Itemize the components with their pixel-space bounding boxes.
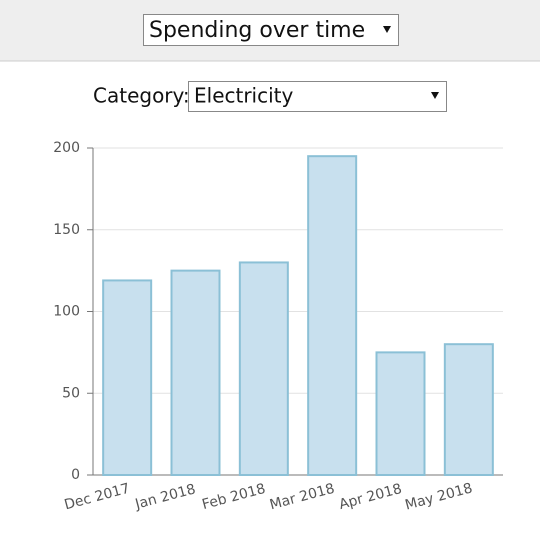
- category-select[interactable]: Electricity: [188, 81, 447, 112]
- filter-label: Category:: [93, 84, 190, 108]
- y-tick-label: 200: [53, 140, 80, 156]
- y-tick-label: 0: [71, 467, 80, 483]
- select-box[interactable]: [143, 14, 399, 46]
- chart: 0 50 100 150 200 Dec 2017 Jan 2018 Feb 2018 Mar …: [53, 140, 503, 514]
- y-tick-label: 50: [62, 385, 80, 401]
- x-tick-label: May 2018: [403, 480, 474, 513]
- bar: [102, 279, 153, 476]
- y-tick-label: 150: [53, 222, 80, 238]
- select-arrow: [431, 92, 439, 99]
- select-box[interactable]: [188, 81, 447, 112]
- bar: [443, 343, 494, 477]
- x-tick-label: Jan 2018: [133, 481, 198, 513]
- x-tick-label: Feb 2018: [200, 481, 267, 513]
- bar: [238, 261, 289, 477]
- x-tick-label: Dec 2017: [63, 481, 132, 514]
- select-arrow: [383, 26, 391, 33]
- select-text: Electricity: [194, 84, 294, 108]
- view-select[interactable]: Spending over time: [143, 14, 399, 46]
- bar: [375, 351, 426, 476]
- bar: [307, 155, 358, 477]
- bar: [170, 269, 221, 476]
- x-tick-label: Apr 2018: [337, 481, 403, 513]
- y-tick-label: 100: [53, 304, 80, 320]
- x-tick-label: Mar 2018: [268, 481, 336, 514]
- select-text: Spending over time: [149, 18, 365, 43]
